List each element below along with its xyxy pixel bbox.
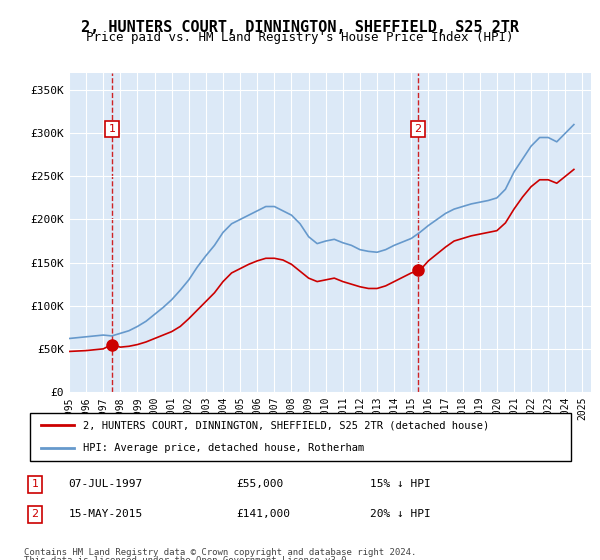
Text: 2: 2 — [32, 510, 39, 520]
Text: 07-JUL-1997: 07-JUL-1997 — [68, 479, 143, 489]
Text: Price paid vs. HM Land Registry's House Price Index (HPI): Price paid vs. HM Land Registry's House … — [86, 31, 514, 44]
Text: 20% ↓ HPI: 20% ↓ HPI — [370, 510, 431, 520]
Text: HPI: Average price, detached house, Rotherham: HPI: Average price, detached house, Roth… — [83, 444, 364, 454]
Text: 1: 1 — [32, 479, 38, 489]
Text: £141,000: £141,000 — [236, 510, 290, 520]
Text: 1: 1 — [109, 124, 116, 134]
Text: Contains HM Land Registry data © Crown copyright and database right 2024.: Contains HM Land Registry data © Crown c… — [24, 548, 416, 557]
Text: This data is licensed under the Open Government Licence v3.0.: This data is licensed under the Open Gov… — [24, 556, 352, 560]
Text: 2, HUNTERS COURT, DINNINGTON, SHEFFIELD, S25 2TR (detached house): 2, HUNTERS COURT, DINNINGTON, SHEFFIELD,… — [83, 420, 489, 430]
Text: 15-MAY-2015: 15-MAY-2015 — [68, 510, 143, 520]
FancyBboxPatch shape — [29, 413, 571, 461]
Text: £55,000: £55,000 — [236, 479, 283, 489]
Text: 2, HUNTERS COURT, DINNINGTON, SHEFFIELD, S25 2TR: 2, HUNTERS COURT, DINNINGTON, SHEFFIELD,… — [81, 20, 519, 35]
Text: 2: 2 — [414, 124, 421, 134]
Text: 15% ↓ HPI: 15% ↓ HPI — [370, 479, 431, 489]
